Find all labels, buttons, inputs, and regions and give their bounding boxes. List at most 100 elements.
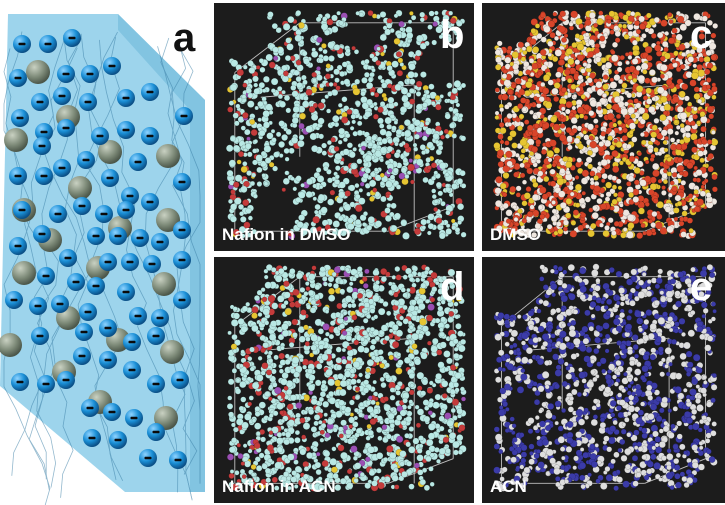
cation-sphere bbox=[98, 140, 122, 164]
anion-sphere bbox=[33, 137, 51, 155]
anion-sphere bbox=[63, 29, 81, 47]
caption-nafion-acn: Nafion in ACN bbox=[222, 477, 336, 496]
cation-sphere bbox=[0, 333, 22, 357]
anion-sphere bbox=[123, 361, 141, 379]
simulation-acn bbox=[493, 263, 718, 492]
anion-sphere bbox=[35, 123, 53, 141]
anion-sphere bbox=[37, 375, 55, 393]
anion-sphere bbox=[91, 127, 109, 145]
cation-sphere bbox=[68, 176, 92, 200]
anion-sphere bbox=[73, 197, 91, 215]
anion-sphere bbox=[83, 429, 101, 447]
anion-sphere bbox=[11, 109, 29, 127]
anion-sphere bbox=[53, 159, 71, 177]
anion-sphere bbox=[175, 107, 193, 125]
simulation-nafion-dmso bbox=[225, 9, 467, 240]
panel-e: e ACN bbox=[482, 257, 725, 503]
anion-sphere bbox=[169, 451, 187, 469]
anion-sphere bbox=[99, 351, 117, 369]
panel-d: d Nafion in ACN bbox=[214, 257, 474, 503]
anion-sphere bbox=[139, 449, 157, 467]
anion-sphere bbox=[29, 297, 47, 315]
anion-sphere bbox=[53, 87, 71, 105]
anion-sphere bbox=[79, 93, 97, 111]
anion-sphere bbox=[103, 403, 121, 421]
anion-sphere bbox=[57, 371, 75, 389]
anion-sphere bbox=[99, 319, 117, 337]
anion-sphere bbox=[117, 283, 135, 301]
anion-sphere bbox=[57, 119, 75, 137]
anion-sphere bbox=[37, 267, 55, 285]
anion-sphere bbox=[39, 35, 57, 53]
panel-letter-d: d bbox=[440, 265, 465, 309]
anion-sphere bbox=[57, 65, 75, 83]
anion-sphere bbox=[129, 307, 147, 325]
anion-layer bbox=[5, 29, 193, 469]
anion-sphere bbox=[151, 309, 169, 327]
anion-sphere bbox=[81, 65, 99, 83]
panel-letter-b: b bbox=[440, 13, 465, 57]
anion-sphere bbox=[173, 221, 191, 239]
atom-cloud bbox=[226, 264, 467, 492]
panel-c: c DMSO bbox=[482, 3, 725, 251]
anion-sphere bbox=[125, 409, 143, 427]
anion-sphere bbox=[123, 333, 141, 351]
cation-sphere bbox=[26, 60, 50, 84]
panel-letter-a: a bbox=[173, 16, 196, 60]
cation-sphere bbox=[4, 128, 28, 152]
anion-sphere bbox=[147, 327, 165, 345]
anion-sphere bbox=[173, 251, 191, 269]
cation-sphere bbox=[156, 144, 180, 168]
panel-letter-e: e bbox=[690, 265, 713, 309]
anion-sphere bbox=[141, 127, 159, 145]
anion-sphere bbox=[9, 69, 27, 87]
anion-sphere bbox=[99, 253, 117, 271]
atom-cloud bbox=[493, 263, 718, 492]
membrane-schematic bbox=[0, 14, 205, 505]
atom-cloud bbox=[225, 9, 467, 240]
anion-sphere bbox=[131, 229, 149, 247]
anion-sphere bbox=[101, 169, 119, 187]
panel-b: b Nafion in DMSO bbox=[214, 3, 474, 251]
anion-sphere bbox=[51, 295, 69, 313]
anion-sphere bbox=[121, 187, 139, 205]
anion-sphere bbox=[109, 431, 127, 449]
anion-sphere bbox=[13, 35, 31, 53]
anion-sphere bbox=[117, 121, 135, 139]
anion-sphere bbox=[129, 153, 147, 171]
anion-sphere bbox=[31, 327, 49, 345]
anion-sphere bbox=[13, 201, 31, 219]
simulation-nafion-acn bbox=[226, 264, 467, 492]
cation-sphere bbox=[152, 272, 176, 296]
anion-sphere bbox=[31, 93, 49, 111]
panel-a: a bbox=[0, 0, 210, 505]
anion-sphere bbox=[87, 227, 105, 245]
anion-sphere bbox=[33, 225, 51, 243]
panel-letter-c: c bbox=[690, 13, 713, 57]
caption-acn: ACN bbox=[490, 477, 527, 496]
anion-sphere bbox=[79, 303, 97, 321]
anion-sphere bbox=[67, 273, 85, 291]
anion-sphere bbox=[109, 227, 127, 245]
anion-sphere bbox=[81, 399, 99, 417]
anion-sphere bbox=[35, 167, 53, 185]
anion-sphere bbox=[143, 255, 161, 273]
caption-nafion-dmso: Nafion in DMSO bbox=[222, 225, 351, 244]
cation-sphere bbox=[160, 340, 184, 364]
anion-sphere bbox=[103, 57, 121, 75]
anion-sphere bbox=[147, 423, 165, 441]
anion-sphere bbox=[5, 291, 23, 309]
anion-sphere bbox=[151, 233, 169, 251]
anion-sphere bbox=[117, 89, 135, 107]
anion-sphere bbox=[141, 193, 159, 211]
anion-sphere bbox=[171, 371, 189, 389]
simulation-dmso bbox=[493, 9, 719, 240]
anion-sphere bbox=[11, 373, 29, 391]
anion-sphere bbox=[87, 277, 105, 295]
membrane-side bbox=[118, 14, 205, 492]
anion-sphere bbox=[121, 253, 139, 271]
anion-sphere bbox=[49, 205, 67, 223]
anion-sphere bbox=[73, 347, 91, 365]
anion-sphere bbox=[9, 167, 27, 185]
anion-sphere bbox=[95, 205, 113, 223]
